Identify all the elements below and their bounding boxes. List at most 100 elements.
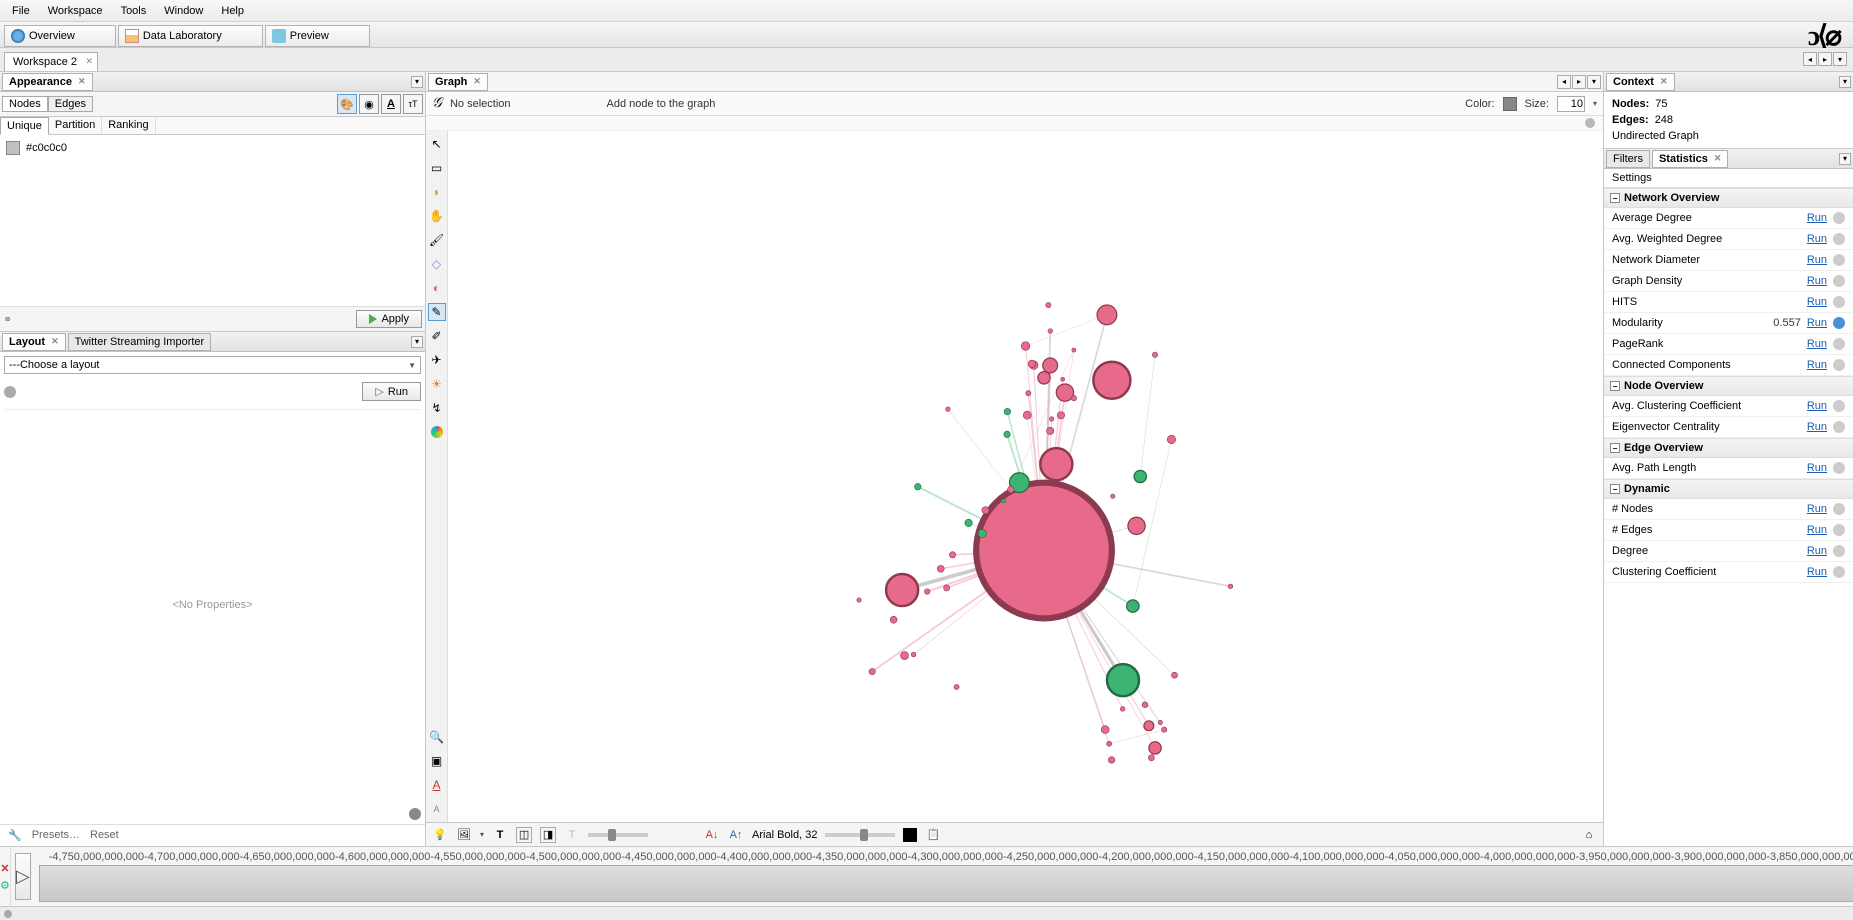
- stats-run-link[interactable]: Run: [1807, 462, 1827, 474]
- font-label[interactable]: Arial Bold, 32: [752, 829, 817, 841]
- node-size-input[interactable]: [1557, 96, 1585, 112]
- label-color-swatch[interactable]: [903, 828, 917, 842]
- layout-speed-slider[interactable]: [409, 808, 421, 820]
- panel-menu-button[interactable]: ▾: [411, 76, 423, 88]
- appearance-edges-tab[interactable]: Edges: [48, 96, 93, 112]
- ws-next-button[interactable]: ▸: [1818, 52, 1832, 66]
- cursor-tool[interactable]: ↖: [428, 135, 446, 153]
- stats-run-link[interactable]: Run: [1807, 233, 1827, 245]
- menu-window[interactable]: Window: [156, 3, 211, 19]
- info-icon[interactable]: [1833, 421, 1845, 433]
- info-icon[interactable]: [1833, 338, 1845, 350]
- timeline-close-icon[interactable]: ✕: [0, 862, 9, 875]
- info-icon[interactable]: [1833, 462, 1845, 474]
- stats-run-link[interactable]: Run: [1807, 421, 1827, 433]
- stats-run-link[interactable]: Run: [1807, 400, 1827, 412]
- stats-section-header[interactable]: −Node Overview: [1604, 376, 1853, 396]
- info-icon[interactable]: [1833, 545, 1845, 557]
- close-icon[interactable]: ✕: [85, 56, 93, 67]
- tab-preview[interactable]: Preview: [265, 25, 370, 47]
- sizer-tool[interactable]: ◐: [428, 279, 446, 297]
- panel-menu-button[interactable]: ▾: [1839, 76, 1851, 88]
- label-color-tool[interactable]: A: [428, 776, 446, 794]
- menu-workspace[interactable]: Workspace: [40, 3, 111, 19]
- info-icon[interactable]: [1833, 359, 1845, 371]
- layout-tab[interactable]: Layout ✕: [2, 333, 66, 351]
- workspace-tab[interactable]: Workspace 2 ✕: [4, 52, 98, 71]
- edit-tool[interactable]: ✐: [428, 327, 446, 345]
- text-size-icon[interactable]: T: [564, 827, 580, 843]
- stats-run-link[interactable]: Run: [1807, 545, 1827, 557]
- graph-prev-button[interactable]: ◂: [1557, 75, 1571, 89]
- filters-tab[interactable]: Filters: [1606, 150, 1650, 168]
- brush-tool[interactable]: 🖌: [428, 231, 446, 249]
- timeline-track[interactable]: -4,750,000,000,000-4,700,000,000,000-4,6…: [39, 851, 1853, 902]
- timeline-play-button[interactable]: ▷: [15, 853, 31, 900]
- reset-zoom-icon[interactable]: ⌂: [1581, 827, 1597, 843]
- color-swatch[interactable]: [6, 141, 20, 155]
- font-decrease-icon[interactable]: A↑: [728, 827, 744, 843]
- presets-link[interactable]: Presets…: [32, 829, 80, 842]
- twitter-importer-tab[interactable]: Twitter Streaming Importer: [68, 333, 212, 351]
- edge-weight-slider[interactable]: [588, 833, 648, 837]
- tab-data-lab[interactable]: Data Laboratory: [118, 25, 263, 47]
- node-color-picker[interactable]: [1503, 97, 1517, 111]
- close-icon[interactable]: ✕: [473, 76, 481, 87]
- statistics-tab[interactable]: Statistics ✕: [1652, 150, 1728, 168]
- stats-run-link[interactable]: Run: [1807, 524, 1827, 536]
- info-icon[interactable]: [1833, 212, 1845, 224]
- shortest-path-tool[interactable]: ↯: [428, 399, 446, 417]
- text-toggle-icon[interactable]: T: [492, 827, 508, 843]
- hand-tool[interactable]: ✋: [428, 207, 446, 225]
- appearance-tab[interactable]: Appearance ✕: [2, 73, 93, 91]
- graph-next-button[interactable]: ▸: [1572, 75, 1586, 89]
- stats-section-header[interactable]: −Dynamic: [1604, 479, 1853, 499]
- graph-canvas[interactable]: [448, 131, 1603, 822]
- context-tab[interactable]: Context ✕: [1606, 73, 1675, 91]
- info-icon[interactable]: [1833, 275, 1845, 287]
- palette-icon[interactable]: 🎨: [337, 94, 357, 114]
- chevron-down-icon[interactable]: ▾: [480, 830, 484, 839]
- timeline-bar[interactable]: [39, 865, 1853, 902]
- close-icon[interactable]: ✕: [51, 336, 59, 347]
- node-labels-icon[interactable]: ◫: [516, 827, 532, 843]
- timeline-gear-icon[interactable]: ⚙: [0, 879, 10, 892]
- subtab-partition[interactable]: Partition: [49, 117, 102, 134]
- lasso-tool[interactable]: ◗: [428, 183, 446, 201]
- label-size-icon[interactable]: τT: [403, 94, 423, 114]
- size-spinner-icon[interactable]: ▾: [1593, 99, 1597, 108]
- close-icon[interactable]: ✕: [78, 76, 86, 87]
- stats-run-link[interactable]: Run: [1807, 359, 1827, 371]
- tab-overview[interactable]: Overview: [4, 25, 116, 47]
- edge-labels-icon[interactable]: ◨: [540, 827, 556, 843]
- info-icon[interactable]: [1833, 233, 1845, 245]
- menu-file[interactable]: File: [4, 3, 38, 19]
- pencil-tool[interactable]: ✎: [428, 303, 446, 321]
- close-icon[interactable]: ✕: [1660, 76, 1668, 87]
- menu-help[interactable]: Help: [213, 3, 252, 19]
- info-icon[interactable]: [1833, 566, 1845, 578]
- label-tool[interactable]: A: [428, 800, 446, 818]
- reset-link[interactable]: Reset: [90, 829, 119, 842]
- info-icon[interactable]: [1833, 524, 1845, 536]
- stats-run-link[interactable]: Run: [1807, 296, 1827, 308]
- info-icon[interactable]: [1833, 503, 1845, 515]
- apply-button[interactable]: Apply: [356, 310, 422, 328]
- stats-settings-link[interactable]: Settings: [1604, 169, 1853, 188]
- stats-run-link[interactable]: Run: [1807, 503, 1827, 515]
- font-increase-icon[interactable]: A↓: [704, 827, 720, 843]
- stats-run-link[interactable]: Run: [1807, 338, 1827, 350]
- panel-menu-button[interactable]: ▾: [1839, 153, 1851, 165]
- screenshot-icon[interactable]: 🖼: [456, 827, 472, 843]
- subtab-ranking[interactable]: Ranking: [102, 117, 155, 134]
- stats-run-link[interactable]: Run: [1807, 254, 1827, 266]
- info-icon[interactable]: [1833, 317, 1845, 329]
- attributes-icon[interactable]: 📋: [925, 827, 941, 843]
- stats-section-header[interactable]: −Network Overview: [1604, 188, 1853, 208]
- info-icon[interactable]: [4, 386, 16, 398]
- stats-run-link[interactable]: Run: [1807, 275, 1827, 287]
- stats-run-link[interactable]: Run: [1807, 212, 1827, 224]
- layout-run-button[interactable]: ▷ Run: [362, 382, 421, 401]
- zoom-tool[interactable]: 🔍: [428, 728, 446, 746]
- heatmap-tool[interactable]: ☀: [428, 375, 446, 393]
